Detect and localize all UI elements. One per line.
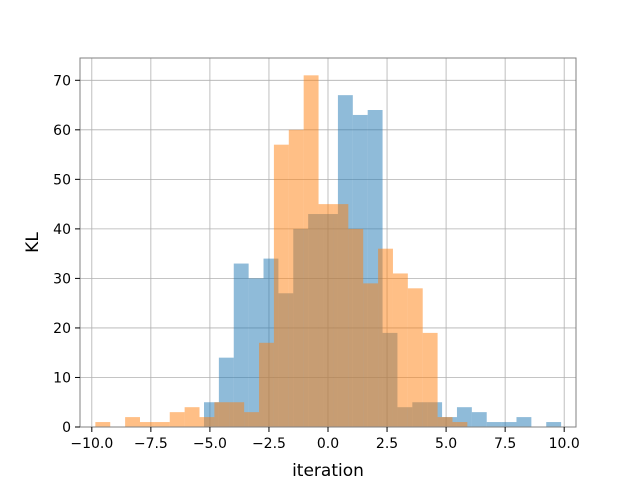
histogram-bar [471,412,487,427]
histogram-bar [378,248,393,427]
x-tick-label: −10.0 [70,436,113,452]
x-tick-label: 10.0 [549,436,580,452]
y-tick-label: 20 [53,321,71,337]
histogram-bar [259,342,274,427]
y-tick-label: 40 [53,222,71,238]
x-tick-label: −5.0 [193,436,227,452]
histogram-bar [452,422,468,427]
histogram-bars [95,75,562,428]
y-axis-label: KL [23,232,43,253]
x-tick-label: 0.0 [317,436,339,452]
y-tick-label: 60 [53,123,71,139]
histogram-bar [546,422,562,427]
y-tick-label: 50 [53,172,71,188]
histogram-bar [486,422,502,427]
histogram-bar [348,228,364,427]
x-tick-label: 2.5 [376,436,398,452]
histogram-bar [139,422,155,427]
histogram-bar [169,412,185,427]
x-tick-label: −7.5 [134,436,168,452]
histogram-bar [184,407,200,427]
histogram-bar [437,417,453,427]
histogram-bar [501,422,517,427]
histogram-bar [333,204,349,427]
histogram-bar [199,417,215,427]
histogram-bar [422,332,438,427]
histogram-bar [229,402,245,427]
y-tick-label: 30 [53,271,71,287]
x-axis-ticks: −10.0 −7.5 −5.0 −2.5 0.0 2.5 5.0 7.5 10.0 [70,427,580,452]
histogram-bar [95,422,111,427]
y-tick-label: 0 [62,420,71,436]
y-tick-label: 70 [53,73,71,89]
histogram-bar [516,417,532,427]
y-axis-ticks: 0 10 20 30 40 50 60 70 [53,73,80,436]
histogram-bar [244,412,260,427]
histogram-bar [407,288,423,427]
histogram-bar [233,263,249,427]
y-tick-label: 10 [53,370,71,386]
x-axis-label: iteration [292,461,364,480]
histogram-bar [318,204,334,427]
histogram-bar [154,422,170,427]
x-tick-label: 5.0 [435,436,457,452]
histogram-bar [125,417,140,427]
histogram-bar [392,273,408,427]
histogram-bar [288,129,304,427]
histogram-bar [214,402,230,427]
histogram-bar [303,75,319,427]
x-tick-label: 7.5 [494,436,516,452]
histogram-bar [363,283,379,427]
histogram-bar [273,144,289,427]
x-tick-label: −2.5 [252,436,286,452]
histogram-series-2 [95,75,468,427]
